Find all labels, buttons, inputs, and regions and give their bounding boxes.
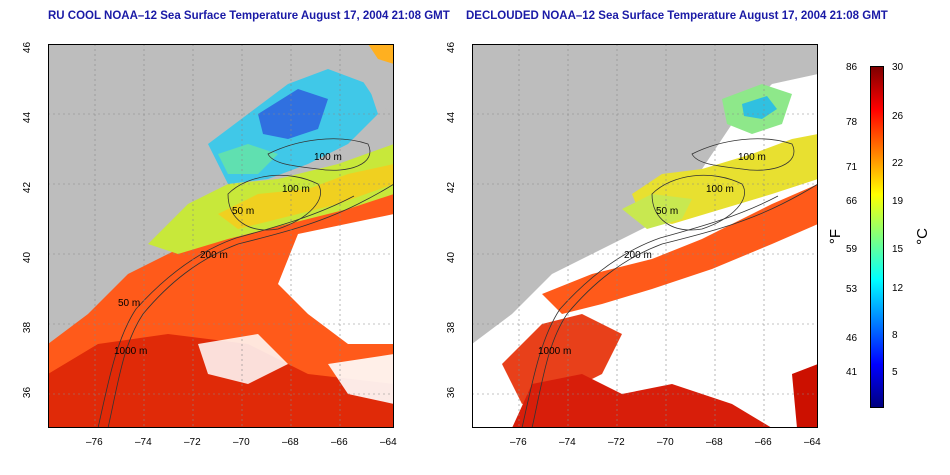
right-map-image: [472, 44, 818, 428]
right-x-tick: –66: [755, 437, 772, 448]
left-contour-label-2: 100 m: [282, 184, 310, 195]
colorbar-c-tick: 30: [892, 62, 904, 73]
colorbar-gradient: [870, 66, 884, 408]
right-contour-label-1: 100 m: [738, 152, 766, 163]
colorbar-f-tick: 71: [846, 162, 858, 173]
left-sst-map: 100 m 100 m 50 m 200 m 50 m 1000 m: [48, 44, 394, 428]
colorbar-f-tick: 41: [846, 367, 858, 378]
colorbar-c-tick: 26: [892, 111, 904, 122]
colorbar-f-tick: 59: [846, 244, 858, 255]
colorbar-c-tick: 12: [892, 283, 904, 294]
right-contour-label-4: 200 m: [624, 250, 652, 261]
colorbar-c-tick: 22: [892, 158, 904, 169]
colorbar-f-tick: 78: [846, 117, 858, 128]
right-y-tick: 40: [446, 251, 458, 264]
right-x-tick: –74: [559, 437, 576, 448]
right-map-frame: [472, 44, 818, 428]
left-x-tick: –64: [380, 437, 397, 448]
colorbar-c-tick: 15: [892, 244, 904, 255]
right-y-tick: 38: [446, 321, 458, 334]
colorbar-unit-f: °F: [827, 228, 845, 245]
left-x-tick: –66: [331, 437, 348, 448]
left-y-tick: 40: [22, 251, 34, 264]
colorbar-f-tick: 46: [846, 333, 858, 344]
left-y-tick: 46: [22, 41, 34, 54]
left-contour-label-4: 200 m: [200, 250, 228, 261]
left-contour-label-6: 1000 m: [114, 346, 148, 357]
right-x-tick: –68: [706, 437, 723, 448]
colorbar-unit-c: °C: [913, 228, 931, 245]
right-contour-label-5: 1000 m: [538, 346, 572, 357]
left-x-tick: –72: [184, 437, 201, 448]
left-x-tick: –70: [233, 437, 250, 448]
right-y-tick: 42: [446, 181, 458, 194]
left-contour-label-5: 50 m: [118, 298, 141, 309]
colorbar-c-tick: 8: [892, 330, 898, 341]
left-x-tick: –74: [135, 437, 152, 448]
right-map-title: DECLOUDED NOAA–12 Sea Surface Temperatur…: [466, 10, 888, 22]
left-map-image: [48, 44, 394, 428]
left-contour-label-1: 100 m: [314, 152, 342, 163]
left-x-tick: –76: [86, 437, 103, 448]
right-x-tick: –70: [657, 437, 674, 448]
left-x-tick: –68: [282, 437, 299, 448]
left-y-tick: 36: [22, 386, 34, 399]
colorbar-f-tick: 86: [846, 62, 858, 73]
colorbar-f-tick: 66: [846, 196, 858, 207]
right-y-tick: 36: [446, 386, 458, 399]
colorbar-c-tick: 5: [892, 367, 898, 378]
right-sst-map: 100 m 100 m 50 m 200 m 1000 m: [472, 44, 818, 428]
right-y-tick: 46: [446, 41, 458, 54]
right-x-tick: –64: [804, 437, 821, 448]
right-x-tick: –72: [608, 437, 625, 448]
left-map-frame: [48, 44, 394, 428]
right-x-tick: –76: [510, 437, 527, 448]
right-contour-label-3: 50 m: [656, 206, 679, 217]
left-contour-label-3: 50 m: [232, 206, 255, 217]
left-map-title: RU COOL NOAA–12 Sea Surface Temperature …: [48, 10, 450, 22]
right-y-tick: 44: [446, 111, 458, 124]
left-y-tick: 38: [22, 321, 34, 334]
left-y-tick: 44: [22, 111, 34, 124]
right-contour-label-2: 100 m: [706, 184, 734, 195]
left-y-tick: 42: [22, 181, 34, 194]
colorbar-c-tick: 19: [892, 196, 904, 207]
colorbar-f-tick: 53: [846, 284, 858, 295]
